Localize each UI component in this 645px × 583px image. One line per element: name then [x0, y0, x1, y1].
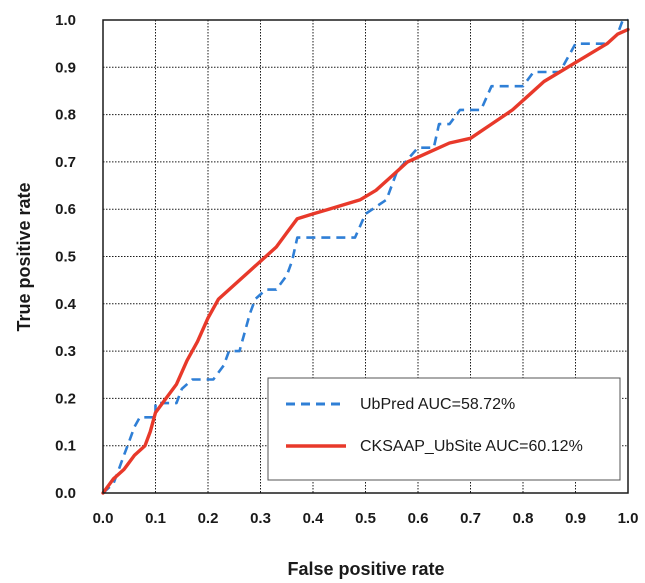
- x-tick-label: 0.0: [93, 510, 114, 527]
- plot-frame: [102, 19, 629, 494]
- y-tick-label: 0.0: [55, 485, 76, 502]
- y-tick-label: 1.0: [55, 12, 76, 29]
- y-tick-label: 0.9: [55, 59, 76, 76]
- y-tick-label: 0.4: [55, 296, 77, 313]
- y-tick-label: 0.1: [55, 438, 76, 455]
- x-tick-label: 0.7: [460, 510, 481, 527]
- x-tick-label: 0.4: [303, 510, 325, 527]
- y-tick-label: 0.8: [55, 107, 76, 124]
- series-lines: [101, 18, 630, 495]
- y-tick-label: 0.2: [55, 390, 76, 407]
- x-axis-title: False positive rate: [287, 559, 444, 579]
- y-tick-label: 0.3: [55, 343, 76, 360]
- x-tick-label: 0.6: [408, 510, 429, 527]
- x-tick-label: 0.2: [198, 510, 219, 527]
- x-tick-label: 0.9: [565, 510, 586, 527]
- x-tick-label: 0.8: [513, 510, 534, 527]
- y-tick-label: 0.7: [55, 154, 76, 171]
- y-axis-title: True positive rate: [14, 182, 34, 331]
- x-tick-label: 1.0: [618, 510, 639, 527]
- x-tick-labels: 0.0 0.1 0.2 0.3 0.4 0.5 0.6 0.7 0.8 0.9 1.0: [93, 510, 639, 527]
- series-line-1: [101, 27, 630, 495]
- legend: UbPred AUC=58.72% CKSAAP_UbSite AUC=60.1…: [267, 377, 621, 481]
- legend-box: [267, 377, 621, 481]
- legend-label-cksaap: CKSAAP_UbSite AUC=60.12%: [360, 438, 583, 455]
- x-tick-label: 0.5: [355, 510, 376, 527]
- y-tick-label: 0.6: [55, 201, 76, 218]
- y-tick-label: 0.5: [55, 249, 76, 266]
- legend-label-ubpred: UbPred AUC=58.72%: [360, 396, 515, 413]
- x-tick-label: 0.1: [145, 510, 166, 527]
- y-tick-labels: 0.0 0.1 0.2 0.3 0.4 0.5 0.6 0.7 0.8 0.9 1.0: [55, 12, 77, 502]
- x-tick-label: 0.3: [250, 510, 271, 527]
